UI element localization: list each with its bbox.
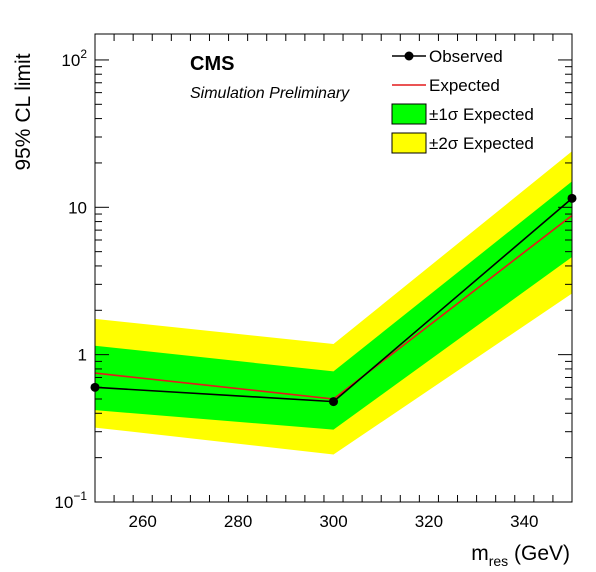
legend-observed-marker <box>404 51 414 61</box>
x-tick-label: 260 <box>129 512 157 531</box>
uncertainty-bands <box>95 151 572 455</box>
legend-expected-label: Expected <box>429 76 500 95</box>
y-tick-label: 10 <box>68 198 87 217</box>
y-tick-label: 10−1 <box>54 489 87 512</box>
y-tick-label: 102 <box>61 47 87 70</box>
y-tick-label-base: 10 <box>61 51 80 70</box>
x-axis-label: mres (GeV) <box>471 542 570 569</box>
legend-two-sigma-label: ±2σ Expected <box>429 134 534 153</box>
y-tick-label-exponent: −1 <box>73 489 87 503</box>
legend-observed-label: Observed <box>429 47 503 66</box>
x-tick-label: 300 <box>319 512 347 531</box>
legend-item-observed: Observed <box>392 47 503 66</box>
x-axis-label-unit: (GeV) <box>508 542 570 565</box>
x-axis-label-main: m <box>471 542 489 565</box>
observed-point <box>329 397 338 407</box>
legend-item-two-sigma: ±2σ Expected <box>391 132 534 154</box>
y-tick-label-base: 10 <box>54 493 73 512</box>
one-sigma-band <box>95 181 572 430</box>
chart-subtitle: Simulation Preliminary <box>190 85 350 102</box>
legend-one-sigma-label: ±1σ Expected <box>429 105 534 124</box>
y-axis-label: 95% CL limit <box>12 53 35 170</box>
data-series <box>90 193 577 407</box>
x-tick-label: 340 <box>510 512 538 531</box>
legend-two-sigma-swatch <box>391 132 427 154</box>
y-tick-label-exponent: 2 <box>80 47 87 61</box>
legend-item-one-sigma: ±1σ Expected <box>391 103 534 125</box>
x-axis-label-subscript: res <box>489 553 508 569</box>
y-tick-label: 1 <box>78 346 87 365</box>
plot-frame <box>94 33 573 503</box>
x-tick-label: 320 <box>415 512 443 531</box>
legend-item-expected: Expected <box>392 76 500 95</box>
chart-title: CMS <box>190 53 234 75</box>
legend-one-sigma-swatch <box>391 103 427 125</box>
legend: Observed Expected ±1σ Expected ±2σ Expec… <box>391 47 534 154</box>
x-tick-label: 280 <box>224 512 252 531</box>
